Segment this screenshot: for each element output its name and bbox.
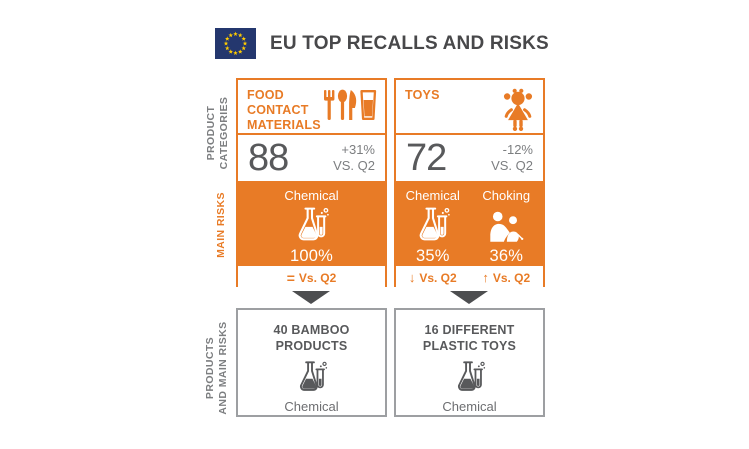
product-risk-label: Chemical xyxy=(284,399,339,415)
change-label: VS. Q2 xyxy=(491,158,533,173)
category-header: TOYS xyxy=(396,80,543,135)
trend-label: Vs. Q2 xyxy=(492,270,531,285)
risk-percent: 36% xyxy=(489,246,524,265)
risk-label: Choking xyxy=(482,188,531,203)
recall-count: 88 xyxy=(248,137,289,179)
flask-icon xyxy=(453,360,487,396)
recall-count-section: 88 +31% VS. Q2 xyxy=(238,135,385,183)
recall-count-section: 72 -12% VS. Q2 xyxy=(396,135,543,183)
risk-percent: 100% xyxy=(289,246,333,265)
change-percent: -12% xyxy=(502,141,533,157)
trend-item: Vs. Q2 xyxy=(482,271,530,285)
down-arrow-icon xyxy=(292,291,330,304)
doll-icon xyxy=(501,88,535,132)
trend-item: Vs. Q2 xyxy=(409,270,457,285)
category-card-toys: TOYS xyxy=(394,78,545,290)
risk-label: Chemical xyxy=(405,188,460,203)
down-arrow-icon xyxy=(450,291,488,304)
flask-icon xyxy=(414,206,452,246)
trend-down-icon xyxy=(409,271,416,284)
trend-strip: Vs. Q2 Vs. Q2 xyxy=(396,265,543,290)
recall-count: 72 xyxy=(406,137,447,179)
recall-change: -12% VS. Q2 xyxy=(491,142,533,175)
risk-percent: 35% xyxy=(415,246,450,265)
trend-up-icon xyxy=(482,271,489,284)
trend-label: Vs. Q2 xyxy=(419,270,457,285)
category-name: FOOD CONTACT MATERIALS xyxy=(247,88,321,132)
product-box-bamboo: 40 BAMBOO PRODUCTS Chemical xyxy=(236,308,387,417)
side-label-main-risks: MAIN RISKS xyxy=(215,192,227,258)
risk-chemical: Chemical 100% xyxy=(282,188,342,266)
change-percent: +31% xyxy=(341,141,375,157)
trend-label: Vs. Q2 xyxy=(298,270,337,285)
page-title: EU TOP RECALLS AND RISKS xyxy=(270,32,549,54)
main-risks-section: Chemical 100% xyxy=(238,183,385,266)
trend-equal-icon xyxy=(287,271,295,285)
product-risk-label: Chemical xyxy=(442,399,497,415)
risk-label: Chemical xyxy=(284,188,339,203)
category-header: FOOD CONTACT MATERIALS xyxy=(238,80,385,135)
flask-icon xyxy=(293,206,331,246)
risk-chemical: Chemical 35% xyxy=(403,188,463,266)
category-name: TOYS xyxy=(405,88,440,102)
recall-change: +31% VS. Q2 xyxy=(333,142,375,175)
product-box-plastic-toys: 16 DIFFERENT PLASTIC TOYS Chemical xyxy=(394,308,545,417)
change-label: VS. Q2 xyxy=(333,158,375,173)
category-card-food-contact-materials: FOOD CONTACT MATERIALS 88 + xyxy=(236,78,387,290)
cutlery-icon xyxy=(322,89,378,121)
product-title: 16 DIFFERENT PLASTIC TOYS xyxy=(422,323,517,353)
risk-choking: Choking 36% xyxy=(476,188,536,266)
trend-item: Vs. Q2 xyxy=(287,270,337,285)
eu-flag-icon xyxy=(215,28,256,59)
side-label-products-and-main-risks: PRODUCTS AND MAIN RISKS xyxy=(204,321,230,415)
flask-icon xyxy=(295,360,329,396)
product-title: 40 BAMBOO PRODUCTS xyxy=(273,323,350,353)
trend-strip: Vs. Q2 xyxy=(238,265,385,290)
choking-icon xyxy=(487,206,525,246)
main-risks-section: Chemical 35% Choking xyxy=(396,183,543,266)
